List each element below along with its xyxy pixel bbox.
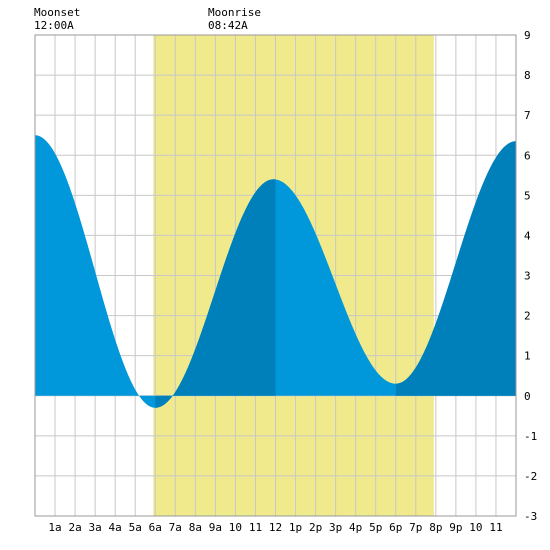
- moonset-time: 12:00A: [34, 19, 74, 32]
- y-tick-label: 0: [524, 390, 531, 403]
- x-tick-label: 10: [469, 521, 482, 534]
- x-tick-label: 9a: [209, 521, 222, 534]
- x-tick-label: 1p: [289, 521, 302, 534]
- y-tick-label: 2: [524, 310, 531, 323]
- y-tick-label: -1: [524, 430, 537, 443]
- tide-area-dark-band: [395, 141, 516, 396]
- y-tick-label: 6: [524, 149, 531, 162]
- x-tick-label: 12: [269, 521, 282, 534]
- y-tick-label: 1: [524, 350, 531, 363]
- moonset-info: Moonset 12:00A: [34, 6, 80, 32]
- y-tick-label: 8: [524, 69, 531, 82]
- moonrise-time: 08:42A: [208, 19, 248, 32]
- moonrise-info: Moonrise 08:42A: [208, 6, 261, 32]
- y-tick-label: -2: [524, 470, 537, 483]
- x-tick-label: 6p: [389, 521, 402, 534]
- y-tick-label: 4: [524, 229, 531, 242]
- x-tick-label: 11: [489, 521, 502, 534]
- x-tick-label: 4a: [109, 521, 122, 534]
- x-tick-label: 5a: [129, 521, 142, 534]
- moonset-label: Moonset: [34, 6, 81, 19]
- moonrise-label: Moonrise: [208, 6, 261, 19]
- y-tick-label: 3: [524, 270, 531, 283]
- x-tick-label: 4p: [349, 521, 362, 534]
- x-tick-label: 11: [249, 521, 262, 534]
- y-tick-label: 9: [524, 29, 531, 42]
- x-tick-label: 8p: [429, 521, 442, 534]
- x-tick-label: 2p: [309, 521, 322, 534]
- y-tick-label: -3: [524, 510, 537, 523]
- tide-area-dark-band: [155, 179, 276, 408]
- x-tick-label: 2a: [68, 521, 81, 534]
- x-tick-label: 9p: [449, 521, 462, 534]
- x-tick-label: 7a: [169, 521, 182, 534]
- x-tick-label: 5p: [369, 521, 382, 534]
- x-tick-label: 3a: [89, 521, 102, 534]
- x-tick-label: 10: [229, 521, 242, 534]
- x-tick-label: 7p: [409, 521, 422, 534]
- x-tick-label: 6a: [149, 521, 162, 534]
- x-tick-label: 8a: [189, 521, 202, 534]
- y-tick-label: 7: [524, 109, 531, 122]
- y-tick-label: 5: [524, 189, 531, 202]
- x-tick-label: 3p: [329, 521, 342, 534]
- plot-frame: [34, 34, 517, 517]
- x-tick-label: 1a: [48, 521, 61, 534]
